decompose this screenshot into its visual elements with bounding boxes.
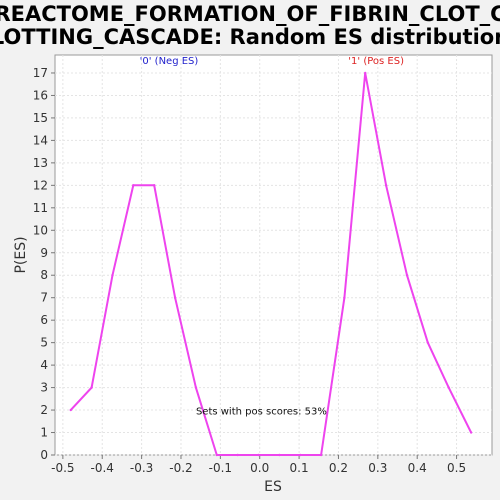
y-tick-label: 12 [33, 178, 48, 192]
x-tick-label: 0.1 [290, 461, 309, 475]
annotation-label: '0' (Neg ES) [140, 56, 199, 67]
data-point [384, 184, 388, 187]
x-tick-label: 0.4 [408, 461, 427, 475]
data-point [194, 386, 198, 389]
y-tick-label: 8 [40, 268, 48, 282]
data-point [299, 453, 302, 457]
y-tick-label: 2 [40, 403, 48, 417]
data-point [447, 386, 450, 389]
y-tick-label: 6 [40, 313, 48, 327]
y-axis-label: P(ES) [13, 236, 29, 273]
y-tick-label: 3 [40, 381, 48, 395]
data-point [236, 453, 239, 457]
data-point [132, 184, 135, 187]
data-point [153, 184, 156, 187]
plot-area [54, 54, 493, 456]
y-tick-label: 0 [40, 448, 48, 462]
y-tick-label: 9 [40, 246, 48, 260]
y-tick-label: 15 [33, 111, 48, 125]
data-point [469, 431, 473, 434]
x-tick-label: -0.2 [169, 461, 192, 475]
data-point [426, 341, 430, 344]
data-point [278, 453, 281, 457]
data-point [257, 453, 260, 457]
chart-title-line-1: REACTOME_FORMATION_OF_FIBRIN_CLOT_C [0, 2, 500, 26]
data-point [215, 453, 219, 457]
annotation-label: '1' (Pos ES) [348, 56, 404, 67]
data-point [364, 71, 367, 75]
series-line [69, 72, 472, 456]
data-point [69, 408, 72, 412]
x-tick-label: 0.0 [250, 461, 269, 475]
y-tick-label: 7 [40, 291, 48, 305]
annotation-label: Sets with pos scores: 53% [196, 407, 327, 418]
y-tick-label: 1 [40, 426, 48, 440]
x-tick-label: -0.3 [130, 461, 153, 475]
x-tick-label: -0.1 [209, 461, 232, 475]
x-tick-label: 0.5 [447, 461, 466, 475]
y-tick-label: 4 [40, 358, 48, 372]
data-point [319, 453, 323, 457]
grid [55, 55, 492, 456]
data-point [111, 274, 114, 277]
y-tick-label: 10 [33, 223, 48, 237]
data-point [90, 386, 93, 389]
x-tick-label: 0.2 [329, 461, 348, 475]
chart-title-line-2: LOTTING_CASCADE: Random ES distribution [0, 25, 500, 49]
x-tick-label: -0.5 [51, 461, 74, 475]
data-point [173, 296, 177, 299]
series-layer [69, 71, 473, 457]
annotations-layer: '0' (Neg ES) '1' (Pos ES) Sets with pos sc… [140, 56, 404, 418]
x-axis-label: ES [264, 479, 282, 495]
x-tick-label: 0.3 [368, 461, 387, 475]
y-tick-label: 16 [33, 88, 48, 102]
y-tick-label: 11 [33, 201, 48, 215]
y-tick-label: 5 [40, 336, 48, 350]
data-point [405, 274, 409, 277]
x-tick-label: -0.4 [91, 461, 114, 475]
y-tick-label: 17 [33, 66, 48, 80]
data-point [343, 296, 346, 299]
y-tick-label: 14 [33, 133, 48, 147]
x-axis-ticks: -0.5 -0.4 -0.3 -0.2 -0.1 0.0 0.1 0.2 0.3 0.4 0.5 [51, 455, 466, 475]
y-tick-label: 13 [33, 156, 48, 170]
